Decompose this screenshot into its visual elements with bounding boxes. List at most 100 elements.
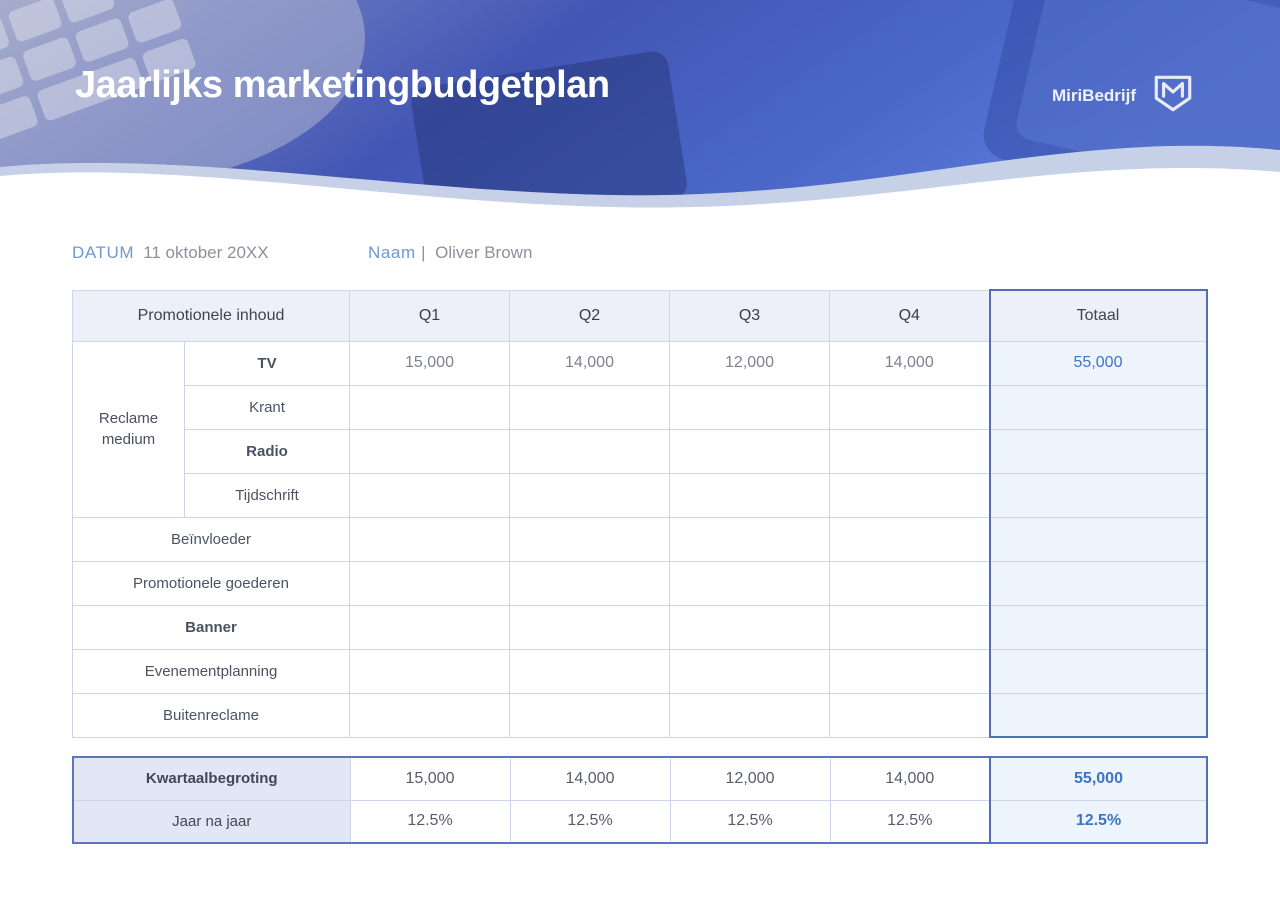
column-header-content: Promotionele inhoud — [72, 289, 350, 342]
budget-row-banner: Banner — [72, 604, 1208, 650]
date-value[interactable]: 11 oktober 20XX — [143, 243, 269, 262]
cell-tv-q3[interactable]: 12,000 — [669, 340, 830, 386]
cell-goederen-q1[interactable] — [349, 560, 510, 606]
brand: MiriBedrijf — [1052, 72, 1196, 119]
summary-label-jaar-na-jaar: Jaar na jaar — [72, 799, 351, 844]
cell-evenement-q4[interactable] — [829, 648, 990, 694]
cell-goederen-q4[interactable] — [829, 560, 990, 606]
cell-buitenreclame-q2[interactable] — [509, 692, 670, 738]
cell-krant-q2[interactable] — [509, 384, 670, 430]
cell-kwartaal-q4[interactable]: 14,000 — [829, 756, 991, 801]
cell-jaar-q4[interactable]: 12.5% — [829, 799, 991, 844]
row-label-tv: TV — [184, 340, 350, 386]
page-header: Jaarlijks marketingbudgetplan MiriBedrij… — [0, 0, 1280, 215]
document-meta: DATUM 11 oktober 20XX Naam | Oliver Brow… — [72, 243, 1280, 263]
budget-row-promotionele-goederen: Promotionele goederen — [72, 560, 1208, 606]
summary-row-kwartaalbegroting: Kwartaalbegroting 15,000 14,000 12,000 1… — [72, 756, 1208, 801]
cell-beinvloeder-q4[interactable] — [829, 516, 990, 562]
row-label-promotionele-goederen: Promotionele goederen — [72, 560, 350, 606]
cell-kwartaal-q1[interactable]: 15,000 — [349, 756, 511, 801]
cell-goederen-q2[interactable] — [509, 560, 670, 606]
summary-table: Kwartaalbegroting 15,000 14,000 12,000 1… — [72, 756, 1208, 844]
row-label-radio: Radio — [184, 428, 350, 474]
cell-tijdschrift-q4[interactable] — [829, 472, 990, 518]
column-header-total: Totaal — [988, 289, 1208, 342]
cell-buitenreclame-q4[interactable] — [829, 692, 990, 738]
column-header-q2: Q2 — [509, 289, 670, 342]
cell-krant-q3[interactable] — [669, 384, 830, 430]
cell-banner-q3[interactable] — [669, 604, 830, 650]
budget-row-evenementplanning: Evenementplanning — [72, 648, 1208, 694]
cell-buitenreclame-q1[interactable] — [349, 692, 510, 738]
cell-jaar-q2[interactable]: 12.5% — [509, 799, 671, 844]
budget-row-tv: Reclame medium TV 15,000 14,000 12,000 1… — [72, 340, 1208, 518]
summary-row-jaar-na-jaar: Jaar na jaar 12.5% 12.5% 12.5% 12.5% 12.… — [72, 799, 1208, 844]
cell-tijdschrift-total[interactable] — [988, 472, 1208, 518]
cell-beinvloeder-q3[interactable] — [669, 516, 830, 562]
row-label-buitenreclame: Buitenreclame — [72, 692, 350, 738]
cell-krant-q4[interactable] — [829, 384, 990, 430]
cell-tijdschrift-q3[interactable] — [669, 472, 830, 518]
cell-kwartaal-q3[interactable]: 12,000 — [669, 756, 831, 801]
budget-header-row: Promotionele inhoud Q1 Q2 Q3 Q4 Totaal — [72, 289, 1208, 342]
cell-krant-total[interactable] — [988, 384, 1208, 430]
cell-beinvloeder-total[interactable] — [988, 516, 1208, 562]
cell-tv-q2[interactable]: 14,000 — [509, 340, 670, 386]
page-title: Jaarlijks marketingbudgetplan — [75, 64, 610, 106]
budget-row-krant: Krant — [73, 384, 1208, 430]
cell-radio-q1[interactable] — [349, 428, 510, 474]
brand-logo-icon — [1150, 72, 1196, 119]
cell-kwartaal-total[interactable]: 55,000 — [989, 756, 1208, 801]
row-label-tijdschrift: Tijdschrift — [184, 472, 350, 518]
cell-beinvloeder-q1[interactable] — [349, 516, 510, 562]
cell-radio-total[interactable] — [988, 428, 1208, 474]
budget-table: Promotionele inhoud Q1 Q2 Q3 Q4 Totaal R… — [72, 289, 1208, 738]
date-label: DATUM — [72, 243, 135, 262]
header-banner-wave — [0, 0, 1280, 208]
row-label-banner: Banner — [72, 604, 350, 650]
cell-jaar-total[interactable]: 12.5% — [989, 799, 1208, 844]
row-label-beinvloeder: Beïnvloeder — [72, 516, 350, 562]
cell-tijdschrift-q2[interactable] — [509, 472, 670, 518]
cell-banner-q4[interactable] — [829, 604, 990, 650]
cell-buitenreclame-q3[interactable] — [669, 692, 830, 738]
name-label: Naam | — [368, 243, 427, 262]
cell-banner-q1[interactable] — [349, 604, 510, 650]
cell-evenement-q1[interactable] — [349, 648, 510, 694]
row-label-krant: Krant — [184, 384, 350, 430]
cell-radio-q2[interactable] — [509, 428, 670, 474]
date-field: DATUM 11 oktober 20XX — [72, 243, 368, 263]
row-group-label-reclame-medium: Reclame medium — [72, 340, 185, 518]
cell-kwartaal-q2[interactable]: 14,000 — [509, 756, 671, 801]
cell-tijdschrift-q1[interactable] — [349, 472, 510, 518]
budget-row-beinvloeder: Beïnvloeder — [72, 516, 1208, 562]
cell-goederen-q3[interactable] — [669, 560, 830, 606]
cell-krant-q1[interactable] — [349, 384, 510, 430]
cell-evenement-q2[interactable] — [509, 648, 670, 694]
column-header-q3: Q3 — [669, 289, 830, 342]
cell-evenement-q3[interactable] — [669, 648, 830, 694]
row-label-evenementplanning: Evenementplanning — [72, 648, 350, 694]
cell-jaar-q3[interactable]: 12.5% — [669, 799, 831, 844]
cell-jaar-q1[interactable]: 12.5% — [349, 799, 511, 844]
column-header-q1: Q1 — [349, 289, 510, 342]
cell-buitenreclame-total[interactable] — [988, 692, 1208, 738]
cell-tv-total[interactable]: 55,000 — [988, 340, 1208, 386]
column-header-q4: Q4 — [829, 289, 990, 342]
cell-radio-q4[interactable] — [829, 428, 990, 474]
summary-label-kwartaalbegroting: Kwartaalbegroting — [72, 756, 351, 801]
cell-banner-total[interactable] — [988, 604, 1208, 650]
cell-tv-q1[interactable]: 15,000 — [349, 340, 510, 386]
name-field: Naam | Oliver Brown — [368, 243, 532, 263]
budget-row-radio: Radio — [73, 428, 1208, 474]
budget-row-buitenreclame: Buitenreclame — [72, 692, 1208, 738]
cell-beinvloeder-q2[interactable] — [509, 516, 670, 562]
brand-name: MiriBedrijf — [1051, 85, 1136, 105]
cell-evenement-total[interactable] — [988, 648, 1208, 694]
budget-row-tijdschrift: Tijdschrift — [73, 472, 1208, 518]
name-value[interactable]: Oliver Brown — [435, 243, 533, 262]
cell-tv-q4[interactable]: 14,000 — [829, 340, 990, 386]
cell-radio-q3[interactable] — [669, 428, 830, 474]
cell-banner-q2[interactable] — [509, 604, 670, 650]
cell-goederen-total[interactable] — [988, 560, 1208, 606]
